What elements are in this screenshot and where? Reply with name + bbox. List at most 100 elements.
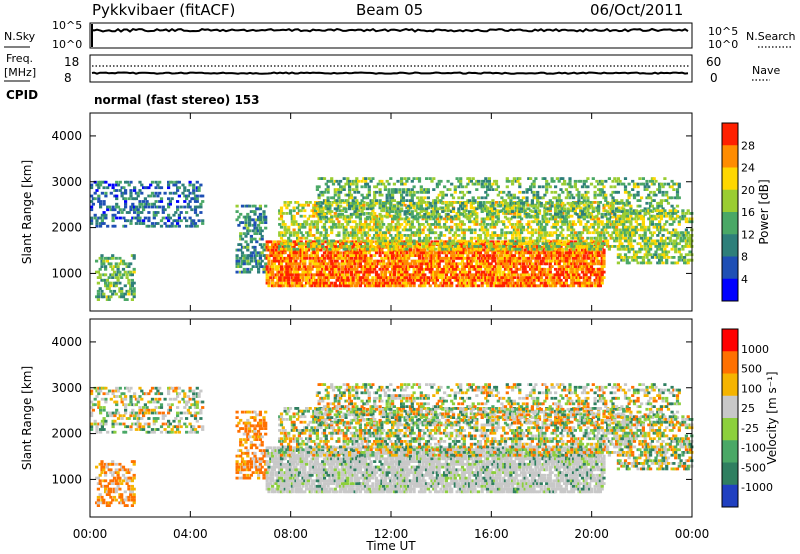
power-cell — [287, 259, 291, 263]
power-cell — [448, 228, 452, 232]
power-cell — [423, 245, 427, 248]
power-cell — [278, 284, 282, 288]
power-cell — [367, 206, 371, 210]
power-cell — [281, 256, 285, 260]
power-cell — [593, 220, 597, 224]
power-cell — [104, 194, 108, 198]
power-cell — [353, 210, 357, 213]
power-cell — [301, 278, 305, 282]
power-cell — [253, 212, 257, 216]
power-cell — [530, 234, 534, 237]
power-cell — [426, 239, 430, 243]
power-cell — [154, 213, 158, 217]
power-cell — [364, 220, 368, 224]
power-cell — [609, 203, 613, 207]
power-cell — [367, 278, 371, 282]
power-cell — [595, 267, 599, 271]
power-cell — [527, 281, 531, 285]
power-cell — [383, 256, 387, 260]
freq-trace — [91, 71, 689, 75]
power-cell — [265, 245, 269, 249]
power-cell — [331, 196, 336, 200]
power-cell — [579, 243, 583, 246]
power-cell — [314, 240, 318, 244]
power-cell — [539, 259, 543, 263]
power-cell — [344, 225, 348, 229]
power-cell — [362, 265, 366, 268]
power-cell — [251, 204, 255, 208]
power-cell — [607, 247, 611, 251]
power-cell — [417, 256, 422, 260]
power-cell — [573, 209, 577, 213]
power-cell — [346, 245, 350, 248]
power-cell — [319, 220, 323, 224]
power-cell — [500, 251, 504, 255]
power-cell — [288, 231, 293, 235]
power-cell — [484, 276, 488, 279]
power-cell — [324, 207, 328, 211]
power-cell — [532, 242, 536, 246]
power-cell — [455, 223, 459, 226]
power-cell — [595, 242, 599, 246]
power-cell — [109, 191, 113, 195]
power-cell — [285, 278, 289, 282]
power-cell — [496, 278, 500, 282]
power-cell — [143, 216, 147, 220]
power-cell — [287, 281, 291, 285]
power-cell — [555, 245, 559, 248]
power-cell — [265, 248, 269, 252]
power-cell — [534, 228, 538, 232]
power-cell — [297, 276, 301, 279]
power-cell — [340, 281, 344, 285]
power-cell — [398, 276, 402, 279]
power-cell — [564, 259, 568, 263]
power-cell — [444, 245, 448, 248]
power-cell — [396, 240, 400, 244]
power-cell — [373, 265, 377, 268]
power-cell — [125, 276, 129, 279]
power-cell — [491, 267, 495, 271]
power-cell — [430, 206, 434, 210]
power-cell — [534, 239, 538, 243]
power-cell — [174, 219, 178, 223]
power-cell — [579, 212, 583, 215]
power-cell — [279, 236, 284, 240]
power-cell — [387, 284, 391, 288]
power-cell — [459, 270, 463, 274]
power-cell — [498, 267, 502, 271]
power-cell — [326, 199, 330, 202]
power-cell — [582, 242, 586, 246]
power-cell — [589, 256, 594, 260]
power-cell — [346, 182, 350, 186]
power-cell — [507, 259, 511, 263]
power-cell — [516, 278, 520, 282]
power-cell — [486, 231, 490, 235]
power-cell — [251, 251, 255, 255]
power-cell — [570, 273, 574, 277]
power-cell — [237, 243, 241, 246]
power-cell — [514, 281, 518, 285]
power-cell — [111, 183, 115, 187]
power-cell — [340, 199, 344, 202]
power-cell — [434, 270, 438, 274]
power-cell — [246, 248, 250, 252]
power-cell — [523, 251, 527, 255]
power-cell — [362, 267, 366, 271]
power-cell — [288, 284, 293, 288]
power-cell — [434, 209, 438, 213]
power-cell — [297, 284, 301, 288]
power-cell — [430, 231, 434, 235]
power-cell — [380, 284, 384, 288]
power-cell — [450, 247, 454, 251]
power-cell — [136, 219, 140, 223]
power-cell — [383, 243, 387, 246]
power-cell — [527, 223, 531, 226]
power-cell — [396, 242, 400, 246]
power-cell — [417, 248, 422, 252]
power-cell — [600, 231, 604, 235]
power-cell — [507, 265, 511, 268]
power-cell — [299, 259, 303, 263]
power-cell — [498, 276, 502, 279]
power-cell — [541, 217, 545, 221]
